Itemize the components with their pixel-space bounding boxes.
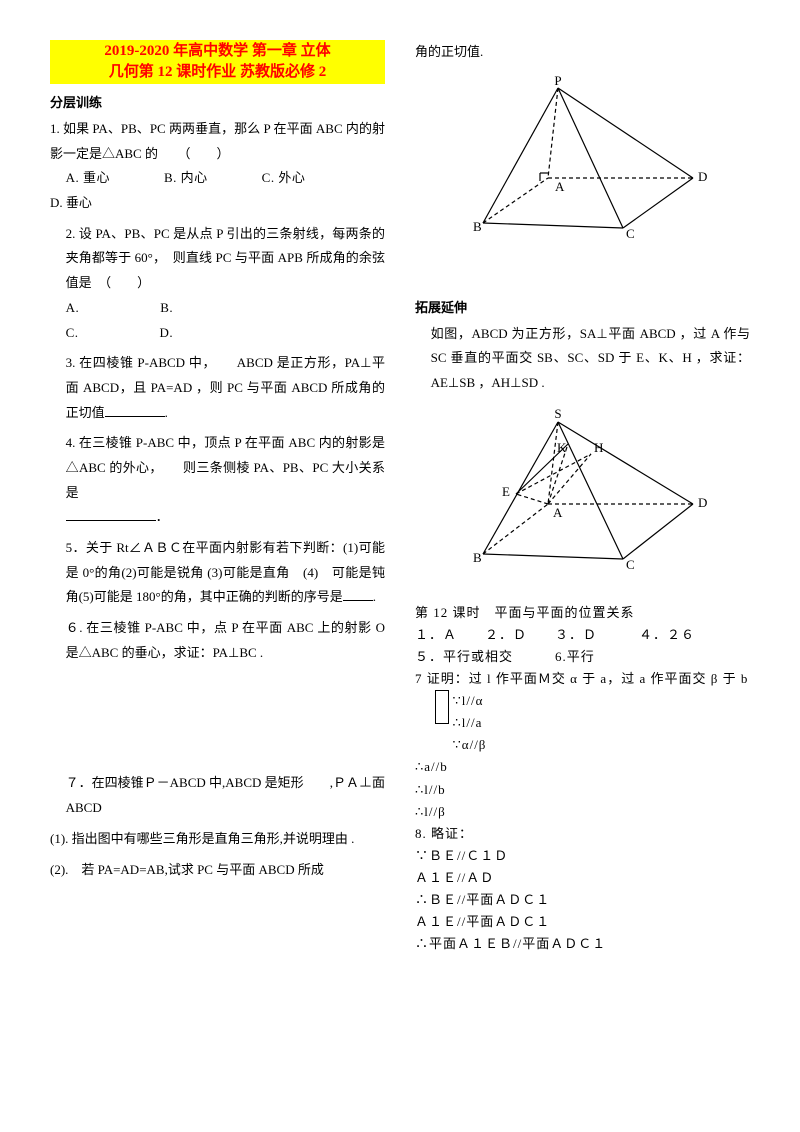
ans-b1: ∵ＢＥ//Ｃ１Ｄ — [415, 845, 750, 867]
ans-line2: 7 证明：过 l 作平面Ｍ交 α 于 a，过 a 作平面交 β 于 b — [415, 668, 750, 690]
figure-pyramid-pabcd: P A B C D — [458, 73, 708, 243]
col2-continue: 角的正切值. — [415, 40, 750, 65]
problem-7: ７．在四棱锥Ｐ－ABCD 中,ABCD 是矩形 ,ＰＡ⊥面 ABCD — [50, 771, 385, 820]
ans-box3: ∵α//β — [453, 734, 487, 756]
fig2-label-E: E — [502, 484, 510, 499]
fig2-label-D: D — [698, 495, 707, 510]
fig1-label-A: A — [555, 179, 565, 194]
fig1-label-C: C — [626, 226, 635, 241]
problem-2-opts-cd: C. D. — [50, 321, 385, 346]
ans-box2: ∴l//a — [453, 712, 487, 734]
problem-1-opt-d: D. 垂心 — [50, 195, 92, 210]
ans-b3: ∴ＢＥ//平面ＡＤＣ１ — [415, 889, 750, 911]
fig1-label-D: D — [698, 169, 707, 184]
problem-1-opts-abc: A. 重心 B. 内心 C. 外心 — [50, 166, 385, 191]
ans-b4: Ａ１Ｅ//平面ＡＤＣ１ — [415, 911, 750, 933]
problem-4-text: 4. 在三棱锥 P-ABC 中，顶点 P 在平面 ABC 内的射影是△ABC 的… — [50, 431, 385, 505]
ans-8: 8. 略证： — [415, 823, 750, 845]
ans-box1: ∵l//α — [453, 690, 487, 712]
ans-a3: ∴l//β — [415, 801, 750, 823]
proof-bracket-icon — [435, 690, 449, 724]
problem-5: 5．关于 Rt∠ＡＢＣ在平面内射影有若下判断：(1)可能是 0°的角(2)可能是… — [50, 536, 385, 610]
spacer-1 — [50, 671, 385, 771]
fig2-label-C: C — [626, 557, 635, 572]
problem-6: ６. 在三棱锥 P-ABC 中，点 P 在平面 ABC 上的射影 O 是△ABC… — [50, 616, 385, 665]
spacer-3 — [415, 582, 750, 602]
fig2-label-B: B — [473, 550, 482, 565]
fig1-label-B: B — [473, 219, 482, 234]
section-extend: 拓展延伸 — [415, 297, 750, 316]
problem-1: 1. 如果 PA、PB、PC 两两垂直，那么 P 在平面 ABC 内的射影一定是… — [50, 117, 385, 216]
blank-4 — [66, 508, 156, 521]
answers: 第 12 课时 平面与平面的位置关系 １．Ａ ２．Ｄ ３．Ｄ ４．２６ ５．平行… — [415, 602, 750, 956]
ans-b5: ∴平面Ａ１ＥＢ//平面ＡＤＣ１ — [415, 933, 750, 955]
problem-6-text: ６. 在三棱锥 P-ABC 中，点 P 在平面 ABC 上的射影 O 是△ABC… — [50, 616, 385, 665]
ans-line1: １．Ａ ２．Ｄ ３．Ｄ ４．２６ ５．平行或相交 6.平行 — [415, 624, 750, 668]
section-training: 分层训练 — [50, 92, 385, 111]
problem-3: 3. 在四棱锥 P-ABCD 中， ABCD 是正方形，PA⊥平面 ABCD，且… — [50, 351, 385, 425]
blank-3 — [105, 404, 165, 417]
problem-7-1: (1). 指出图中有哪些三角形是直角三角形,并说明理由 . — [50, 827, 385, 852]
fig2-label-S: S — [554, 406, 561, 421]
blank-5 — [343, 588, 373, 601]
problem-5-text: 5．关于 Rt∠ＡＢＣ在平面内射影有若下判断：(1)可能是 0°的角(2)可能是… — [66, 540, 385, 604]
title-line2: 几何第 12 课时作业 苏教版必修 2 — [109, 64, 327, 80]
ans-title: 第 12 课时 平面与平面的位置关系 — [415, 602, 750, 624]
proof-7-box: ∵l//α ∴l//a ∵α//β — [453, 690, 487, 756]
problem-7-2: (2). 若 PA=AD=AB,试求 PC 与平面 ABCD 所成 — [50, 858, 385, 883]
problem-1-text: 1. 如果 PA、PB、PC 两两垂直，那么 P 在平面 ABC 内的射影一定是… — [50, 121, 385, 161]
fig1-label-P: P — [554, 73, 561, 88]
doc-title: 2019-2020 年高中数学 第一章 立体 几何第 12 课时作业 苏教版必修… — [50, 40, 385, 84]
fig2-label-A: A — [553, 505, 563, 520]
problem-2-opts-ab: A. B. — [50, 296, 385, 321]
figure-sabcd: S A B C D E K H — [458, 404, 708, 574]
fig2-label-K: K — [557, 440, 567, 455]
problem-2-text: 2. 设 PA、PB、PC 是从点 P 引出的三条射线，每两条的夹角都等于 60… — [50, 222, 385, 296]
extend-text: 如图，ABCD 为正方形，SA⊥平面 ABCD ，过 A 作与 SC 垂直的平面… — [415, 322, 750, 396]
problem-2: 2. 设 PA、PB、PC 是从点 P 引出的三条射线，每两条的夹角都等于 60… — [50, 222, 385, 345]
ans-a2: ∴l//b — [415, 779, 750, 801]
problem-7-text: ７．在四棱锥Ｐ－ABCD 中,ABCD 是矩形 ,ＰＡ⊥面 ABCD — [50, 771, 385, 820]
ans-a1: ∴a//b — [415, 756, 750, 778]
title-line1: 2019-2020 年高中数学 第一章 立体 — [104, 43, 330, 59]
fig2-label-H: H — [594, 440, 603, 455]
ans-b2: Ａ１Ｅ//ＡＤ — [415, 867, 750, 889]
problem-4: 4. 在三棱锥 P-ABC 中，顶点 P 在平面 ABC 内的射影是△ABC 的… — [50, 431, 385, 530]
spacer-2 — [415, 251, 750, 291]
